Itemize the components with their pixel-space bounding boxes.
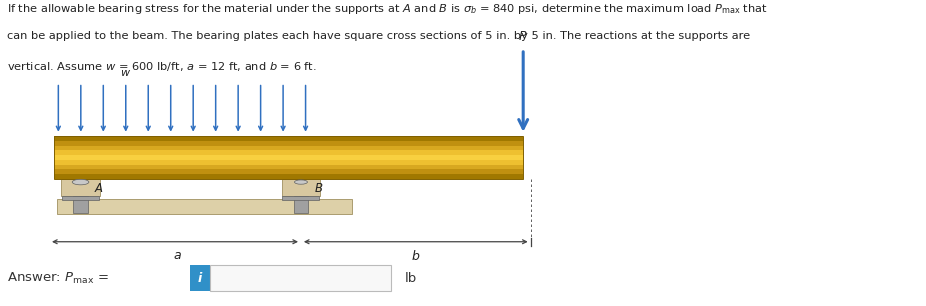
Bar	[54, 146, 523, 151]
Text: Answer: $P_{\mathrm{max}}$ =: Answer: $P_{\mathrm{max}}$ =	[7, 271, 109, 286]
Bar	[54, 136, 523, 179]
Text: $A$: $A$	[94, 182, 104, 195]
Text: $b$: $b$	[411, 249, 420, 263]
FancyBboxPatch shape	[190, 265, 210, 291]
Bar	[282, 179, 320, 196]
Bar	[54, 174, 523, 179]
Text: can be applied to the beam. The bearing plates each have square cross sections o: can be applied to the beam. The bearing …	[7, 31, 751, 41]
Bar	[54, 170, 523, 174]
Bar	[54, 136, 523, 141]
Bar	[54, 141, 523, 146]
Text: $a$: $a$	[173, 249, 181, 262]
Bar	[54, 155, 523, 160]
Circle shape	[294, 180, 307, 184]
Text: vertical. Assume $w$ = 600 lb/ft, $a$ = 12 ft, and $b$ = 6 ft.: vertical. Assume $w$ = 600 lb/ft, $a$ = …	[7, 60, 317, 73]
Bar	[54, 160, 523, 165]
Bar	[57, 199, 352, 214]
Bar	[294, 196, 308, 213]
Text: i: i	[198, 272, 202, 285]
Bar	[54, 165, 523, 170]
Bar	[73, 196, 88, 213]
Text: lb: lb	[405, 272, 417, 285]
Text: $B$: $B$	[314, 182, 323, 195]
Text: $w$: $w$	[120, 68, 131, 78]
Text: If the allowable bearing stress for the material under the supports at $A$ and $: If the allowable bearing stress for the …	[7, 2, 769, 16]
Bar	[62, 196, 99, 200]
Bar	[54, 151, 523, 155]
Bar	[282, 196, 319, 200]
Text: $P$: $P$	[519, 30, 528, 43]
Circle shape	[72, 179, 89, 185]
Bar	[61, 179, 100, 196]
FancyBboxPatch shape	[210, 265, 391, 291]
